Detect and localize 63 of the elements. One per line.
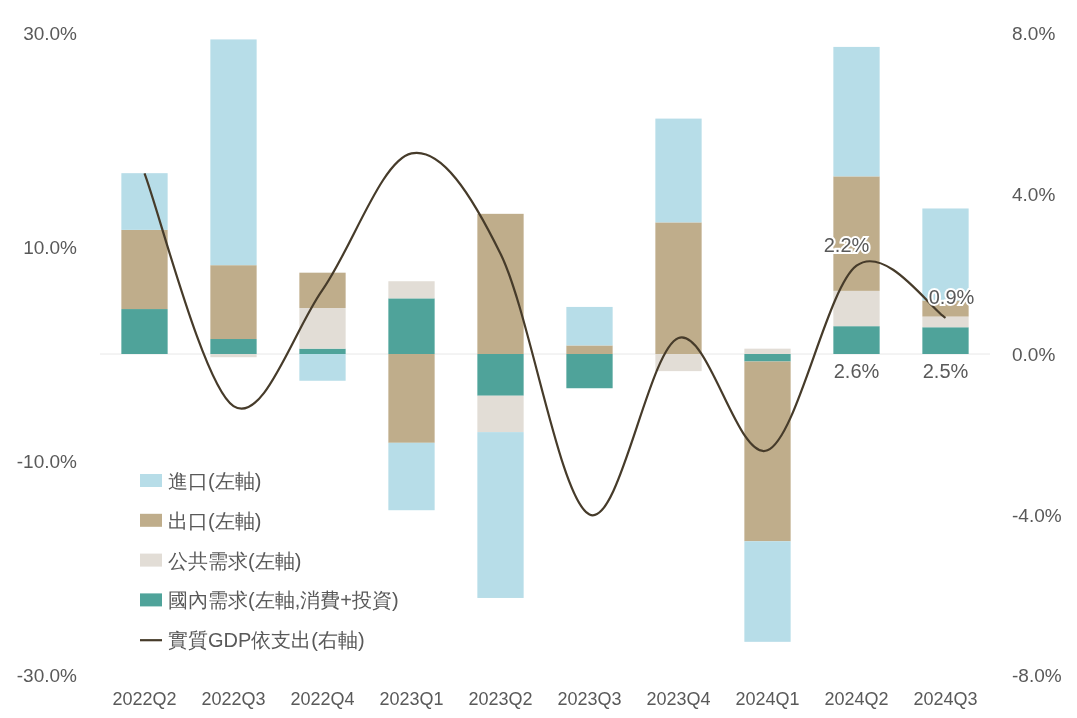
- x-tick-label: 2022Q4: [290, 689, 355, 709]
- bar: [477, 395, 524, 433]
- bar: [566, 306, 613, 346]
- y2-tick-label: 4.0%: [1012, 183, 1056, 205]
- bar: [922, 316, 969, 328]
- bar: [833, 326, 880, 354]
- legend-label: 公共需求(左軸): [168, 549, 302, 572]
- bar: [210, 265, 257, 340]
- legend-item: 國內需求(左軸,消費+投資): [140, 589, 399, 612]
- y2-tick-label: -4.0%: [1012, 504, 1062, 526]
- legend-label: 進口(左軸): [168, 470, 262, 492]
- legend-item: 實質GDP依支出(右軸): [140, 629, 365, 652]
- x-tick-label: 2023Q4: [646, 689, 711, 709]
- bar: [210, 354, 257, 358]
- data-label: 2.6%: [833, 360, 880, 382]
- legend-item: 公共需求(左軸): [140, 549, 302, 572]
- legend-item: 出口(左軸): [140, 509, 262, 532]
- bar: [655, 354, 702, 372]
- bar: [655, 222, 702, 354]
- bar: [833, 290, 880, 327]
- bar: [121, 309, 168, 354]
- bar: [388, 442, 435, 511]
- bar: [299, 348, 346, 354]
- x-tick-label: 2022Q2: [112, 689, 177, 709]
- bar: [388, 354, 435, 443]
- bar: [388, 298, 435, 354]
- bar: [299, 354, 346, 381]
- bar: [299, 272, 346, 308]
- bar: [922, 327, 969, 354]
- x-tick-label: 2024Q1: [735, 689, 800, 709]
- bar: [744, 354, 791, 362]
- bar: [477, 213, 524, 354]
- y-tick-label: 10.0%: [23, 237, 78, 258]
- y2-tick-label: 8.0%: [1012, 23, 1056, 44]
- y-tick-label: 30.0%: [23, 23, 78, 44]
- y-tick-label: -30.0%: [16, 665, 78, 686]
- legend-label: 出口(左軸): [168, 509, 262, 532]
- bar: [121, 173, 168, 230]
- legend-item: 進口(左軸): [140, 470, 262, 492]
- bar: [744, 361, 791, 542]
- bar: [299, 307, 346, 349]
- bar: [833, 46, 880, 177]
- y2-tick-label: 0.0%: [1012, 344, 1056, 365]
- bar: [388, 281, 435, 299]
- x-tick-label: 2024Q3: [913, 689, 978, 709]
- bar: [566, 345, 613, 354]
- data-label: 2.5%: [922, 360, 969, 382]
- x-tick-label: 2023Q2: [468, 689, 533, 709]
- x-tick-label: 2024Q2: [824, 689, 889, 709]
- bar: [744, 348, 791, 354]
- bar: [121, 229, 168, 310]
- bar: [210, 339, 257, 354]
- x-tick-label: 2023Q3: [557, 689, 622, 709]
- bar: [210, 39, 257, 266]
- y-tick-label: -10.0%: [16, 451, 78, 472]
- bar: [744, 541, 791, 642]
- bar: [566, 354, 613, 389]
- bar: [655, 118, 702, 223]
- x-tick-label: 2023Q1: [379, 689, 444, 709]
- bar: [477, 354, 524, 396]
- x-tick-label: 2022Q3: [201, 689, 266, 709]
- bar: [477, 432, 524, 598]
- y2-tick-label: -8.0%: [1012, 665, 1062, 686]
